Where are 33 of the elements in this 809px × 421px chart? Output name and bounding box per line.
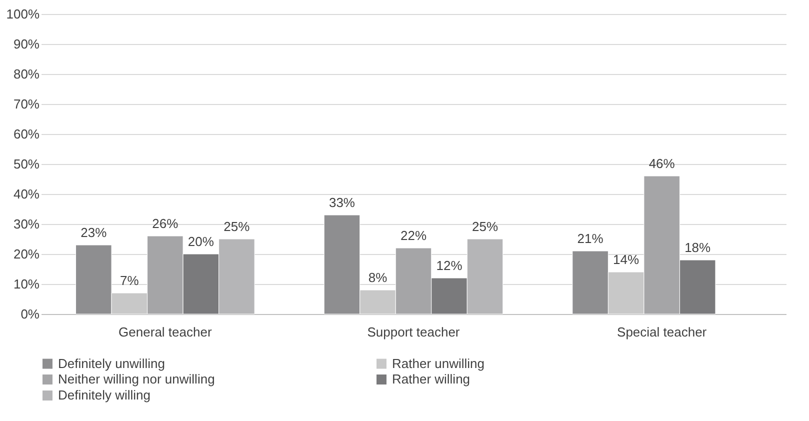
legend-label: Rather unwilling	[392, 356, 484, 371]
y-tick-label: 80%	[13, 66, 40, 82]
y-tick-label: 10%	[13, 276, 40, 292]
data-label: 18%	[684, 240, 712, 255]
y-tick-label: 60%	[13, 126, 40, 142]
data-label: 12%	[436, 258, 463, 273]
y-tick-label: 0%	[20, 306, 40, 322]
data-label: 21%	[577, 231, 604, 246]
data-label: 26%	[152, 216, 179, 231]
y-tick-label: 30%	[13, 216, 40, 232]
y-tick-label: 20%	[13, 246, 40, 262]
y-tick-label: 100%	[6, 6, 40, 22]
y-tick-label: 50%	[13, 156, 40, 172]
x-tick-label: Support teacher	[367, 324, 460, 340]
legend-label: Neither willing nor unwilling	[58, 372, 215, 386]
y-tick-label: 40%	[13, 186, 40, 202]
data-label: 14%	[613, 252, 640, 267]
data-label: 25%	[472, 219, 498, 234]
legend-label: Definitely unwilling	[58, 356, 165, 371]
legend-label: Definitely willing	[58, 388, 150, 402]
data-label: 33%	[328, 195, 356, 210]
data-label: 23%	[80, 225, 108, 240]
x-tick-label: General teacher	[118, 324, 212, 340]
data-label: 25%	[224, 219, 250, 234]
legend-label: Rather willing	[392, 372, 470, 386]
y-tick-label: 90%	[13, 36, 40, 52]
y-tick-label: 70%	[13, 96, 40, 112]
x-tick-label: Special teacher	[617, 324, 708, 340]
data-label: 46%	[648, 156, 676, 171]
data-label: 8%	[368, 270, 388, 285]
data-label: 20%	[188, 234, 214, 249]
data-label: 22%	[400, 228, 427, 243]
data-label: 7%	[120, 273, 140, 288]
